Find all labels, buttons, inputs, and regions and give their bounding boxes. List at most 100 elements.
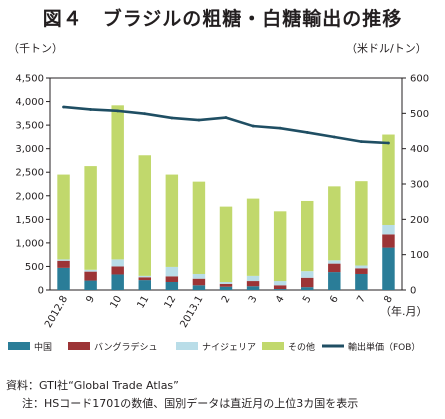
right-tick-label: 200 bbox=[410, 215, 429, 226]
bar-segment bbox=[382, 247, 395, 290]
bar-segment bbox=[382, 224, 395, 235]
right-tick-label: 0 bbox=[410, 286, 416, 297]
x-tick-label: 5 bbox=[301, 294, 314, 305]
bar-segment bbox=[301, 200, 314, 272]
bar-segment bbox=[57, 174, 70, 260]
bar-segment bbox=[192, 285, 206, 290]
right-axis-unit: （米ドル/トン） bbox=[346, 42, 427, 55]
bar-segment bbox=[84, 280, 97, 290]
bar-segment bbox=[382, 234, 395, 248]
x-tick-label: 4 bbox=[274, 294, 287, 305]
bar-segment bbox=[355, 268, 368, 274]
price-point bbox=[305, 131, 309, 134]
bar-segment bbox=[57, 259, 70, 261]
x-tick-label: 3 bbox=[247, 294, 260, 305]
plot-area: 0 500 1,000 1,500 2,000 2,500 3,000 3,500 4,000 4… bbox=[15, 74, 429, 330]
price-point bbox=[116, 109, 120, 113]
left-tick-label: 4,500 bbox=[15, 74, 44, 85]
bar-segment bbox=[273, 281, 287, 286]
bar-segment bbox=[301, 287, 314, 290]
price-point bbox=[170, 116, 174, 120]
bar-segment bbox=[328, 263, 341, 273]
bar-segment bbox=[138, 280, 151, 290]
x-tick-label: 11 bbox=[135, 294, 151, 311]
bar-segment bbox=[328, 260, 341, 264]
bar-segment bbox=[111, 105, 124, 260]
left-tick-label: 4,000 bbox=[15, 97, 44, 108]
price-point bbox=[224, 116, 228, 119]
bar-segment bbox=[165, 281, 179, 290]
price-point bbox=[251, 124, 255, 128]
legend-label: その他 bbox=[288, 341, 315, 353]
bar-segment bbox=[138, 275, 151, 278]
x-tick-label: 9 bbox=[84, 294, 97, 305]
bar-segment bbox=[84, 166, 97, 270]
bar-segment bbox=[246, 275, 260, 282]
x-tick-label: 7 bbox=[355, 294, 368, 305]
chart-title: 図４ ブラジルの粗糖・白糖輸出の推移 bbox=[42, 8, 403, 30]
legend: 中国 バングラデシュ ナイジェリア その他 輸出単価（FOB） bbox=[8, 341, 420, 353]
x-tick-label: 10 bbox=[108, 294, 124, 311]
bar-segment bbox=[57, 260, 70, 268]
bar-segment bbox=[138, 277, 151, 281]
bar-segment bbox=[273, 285, 287, 290]
bar-segment bbox=[192, 181, 206, 274]
bar-segment bbox=[382, 134, 395, 225]
bar-segment bbox=[192, 278, 206, 286]
right-tick-label: 600 bbox=[410, 74, 429, 85]
left-tick-label: 3,500 bbox=[15, 121, 44, 132]
bar-segment bbox=[273, 289, 287, 290]
bar-segment bbox=[57, 267, 70, 290]
bar-segment bbox=[328, 186, 341, 261]
price-point bbox=[62, 105, 65, 109]
x-tick-label: 6 bbox=[328, 294, 341, 305]
legend-swatch bbox=[68, 342, 90, 350]
bar-segment bbox=[219, 286, 233, 290]
bar-segment bbox=[246, 286, 260, 290]
bar-segment bbox=[165, 266, 179, 277]
bar-segment bbox=[273, 211, 287, 282]
right-tick-label: 300 bbox=[410, 180, 429, 191]
left-tick-label: 0 bbox=[38, 286, 44, 297]
bar-segment bbox=[111, 266, 124, 275]
bar-segment bbox=[111, 259, 124, 267]
x-tick-label: 8 bbox=[382, 294, 395, 305]
price-point bbox=[89, 108, 93, 111]
legend-swatch bbox=[262, 342, 284, 350]
left-tick-label: 2,500 bbox=[15, 168, 44, 179]
price-point bbox=[278, 126, 282, 130]
bar-segment bbox=[165, 276, 179, 282]
left-tick-label: 1,500 bbox=[15, 215, 44, 226]
right-tick-label: 500 bbox=[410, 109, 429, 120]
price-point bbox=[197, 118, 201, 122]
x-tick-label: 2012.8 bbox=[43, 294, 70, 330]
legend-label: 中国 bbox=[34, 341, 52, 353]
bar-segment bbox=[355, 273, 368, 290]
x-tick-label: 12 bbox=[163, 294, 179, 311]
price-point bbox=[143, 112, 147, 116]
bar-segment bbox=[246, 281, 260, 287]
legend-label: ナイジェリア bbox=[202, 342, 256, 353]
x-tick-label: 2013.1 bbox=[178, 294, 205, 330]
right-tick-label: 100 bbox=[410, 250, 429, 261]
legend-swatch bbox=[176, 342, 198, 350]
bar-segment bbox=[192, 273, 206, 279]
bar-segment bbox=[219, 283, 233, 287]
x-axis-unit: （年.月） bbox=[380, 304, 428, 318]
source-note: 資料：GTI社“Global Trade Atlas” bbox=[6, 379, 179, 392]
legend-label: バングラデシュ bbox=[94, 341, 157, 353]
legend-swatch bbox=[8, 342, 30, 350]
left-tick-label: 2,000 bbox=[15, 191, 44, 202]
bar-segment bbox=[219, 281, 233, 284]
left-tick-label: 1,000 bbox=[15, 238, 44, 249]
bar-segment bbox=[219, 206, 233, 282]
bar-segment bbox=[138, 155, 151, 276]
bar-segment bbox=[301, 271, 314, 278]
price-point bbox=[332, 135, 336, 139]
price-point bbox=[387, 141, 390, 145]
right-tick-label: 400 bbox=[410, 144, 429, 155]
bar-segment bbox=[355, 265, 368, 269]
left-tick-label: 3,000 bbox=[15, 144, 44, 155]
legend-label: 輸出単価（FOB） bbox=[348, 341, 420, 353]
bar-segment bbox=[246, 198, 260, 276]
